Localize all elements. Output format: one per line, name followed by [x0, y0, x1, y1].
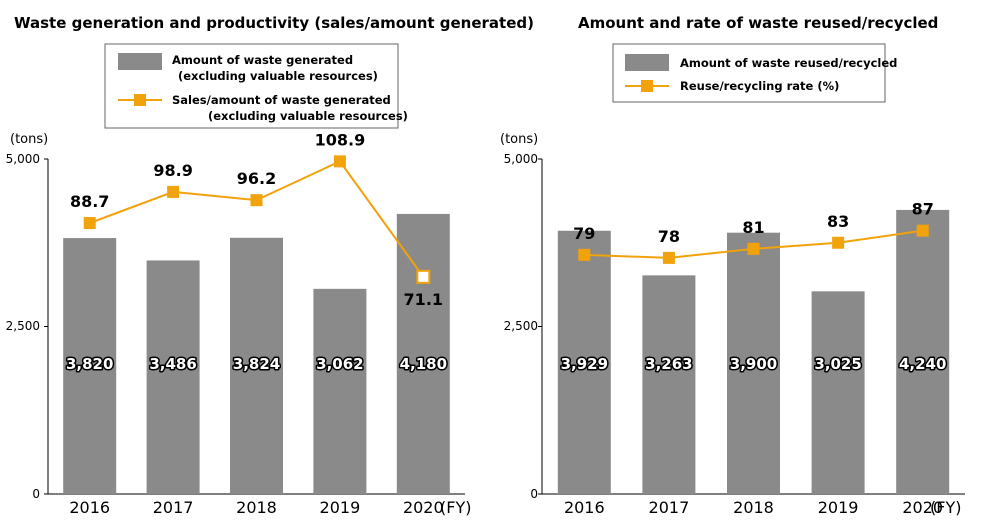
bar	[811, 291, 865, 494]
plot-area: 2016 2017 2018 2019 2020 3,929 3,263 3,900 3,025…	[538, 158, 965, 517]
line-point	[416, 269, 431, 284]
line-point	[333, 155, 346, 168]
plot-area: 2016 2017 2018 2019 2020 3,820 3,486 3,824 3,062…	[44, 130, 465, 517]
bar-data-label: 3,824	[233, 355, 280, 373]
y-tick-label: 5,000	[504, 152, 538, 166]
x-tick-label: 2017	[649, 498, 690, 517]
line-data-label: 96.2	[237, 169, 276, 188]
x-tick-label: 2017	[153, 498, 194, 517]
line-point	[832, 236, 845, 249]
bar	[230, 237, 283, 495]
bar-data-label: 3,486	[149, 355, 196, 373]
line-point	[578, 248, 591, 261]
bar	[63, 238, 117, 494]
line-data-label: 81	[742, 218, 764, 237]
legend-line-label-line1: Sales/amount of waste generated	[172, 93, 391, 107]
bar-data-label: 3,025	[814, 355, 861, 373]
y-tick-label: 0	[530, 487, 538, 501]
y-tick-label: 5,000	[6, 152, 40, 166]
bar	[727, 232, 780, 494]
legend-line-marker	[134, 94, 146, 106]
x-tick-label: 2016	[564, 498, 605, 517]
y-unit-label: (tons)	[500, 132, 538, 147]
legend-bar-swatch	[625, 54, 669, 71]
chart-title: Amount and rate of waste reused/recycled	[578, 14, 938, 32]
bar	[396, 213, 450, 494]
y-tick-label: 2,500	[504, 319, 538, 333]
line-data-label: 78	[658, 227, 680, 246]
x-tick-label: 2019	[320, 498, 361, 517]
legend-line-marker	[641, 80, 653, 92]
line-data-label: 98.9	[153, 161, 192, 180]
bar-data-label: 3,820	[66, 355, 113, 373]
bar	[313, 288, 367, 494]
bar	[642, 275, 696, 494]
legend-bar-label-line1: Amount of waste reused/recycled	[680, 56, 897, 70]
line-data-label: 79	[573, 224, 595, 243]
bar	[557, 230, 611, 494]
y-unit-label: (tons)	[10, 132, 48, 147]
bar-data-label: 3,062	[316, 355, 363, 373]
bar-data-label: 4,240	[899, 355, 946, 373]
x-fy-label: (FY)	[440, 498, 471, 517]
legend-line-label-line2: (excluding valuable resources)	[208, 109, 408, 123]
legend-bar-label-line1: Amount of waste generated	[172, 53, 353, 67]
legend-line-label-line1: Reuse/recycling rate (%)	[680, 79, 839, 93]
line-point	[916, 224, 929, 237]
x-fy-label: (FY)	[930, 498, 961, 517]
bar-data-label: 3,263	[645, 355, 692, 373]
line-data-label: 88.7	[70, 192, 109, 211]
line-point	[747, 242, 760, 255]
line-data-label: 83	[827, 212, 849, 231]
bar-data-label: 4,180	[400, 355, 447, 373]
x-tick-label: 2018	[733, 498, 774, 517]
chart-waste-recycled: Amount and rate of waste reused/recycled…	[500, 14, 965, 517]
bar	[146, 260, 200, 494]
line-point	[662, 251, 675, 264]
legend: Amount of waste reused/recycled Reuse/re…	[612, 43, 897, 103]
line-data-label: 87	[912, 200, 934, 219]
line-point	[250, 194, 263, 207]
line-point	[83, 217, 96, 230]
line-data-label: 71.1	[404, 290, 443, 309]
chart-title: Waste generation and productivity (sales…	[14, 14, 534, 32]
legend-box	[612, 43, 886, 103]
x-tick-label: 2020	[403, 498, 444, 517]
line-point	[167, 185, 180, 198]
legend-bar-label-line2: (excluding valuable resources)	[178, 69, 378, 83]
x-tick-label: 2020	[902, 498, 943, 517]
bar	[896, 209, 950, 495]
x-tick-label: 2019	[818, 498, 859, 517]
bar-data-label: 3,929	[561, 355, 608, 373]
bar-data-label: 3,900	[730, 355, 777, 373]
chart-waste-generation: Waste generation and productivity (sales…	[6, 14, 534, 517]
y-tick-label: 2,500	[6, 319, 40, 333]
x-tick-label: 2016	[69, 498, 110, 517]
line-data-label: 108.9	[315, 130, 366, 149]
legend: Amount of waste generated (excluding val…	[104, 43, 408, 129]
y-tick-label: 0	[32, 487, 40, 501]
x-tick-label: 2018	[236, 498, 277, 517]
legend-bar-swatch	[118, 53, 162, 70]
